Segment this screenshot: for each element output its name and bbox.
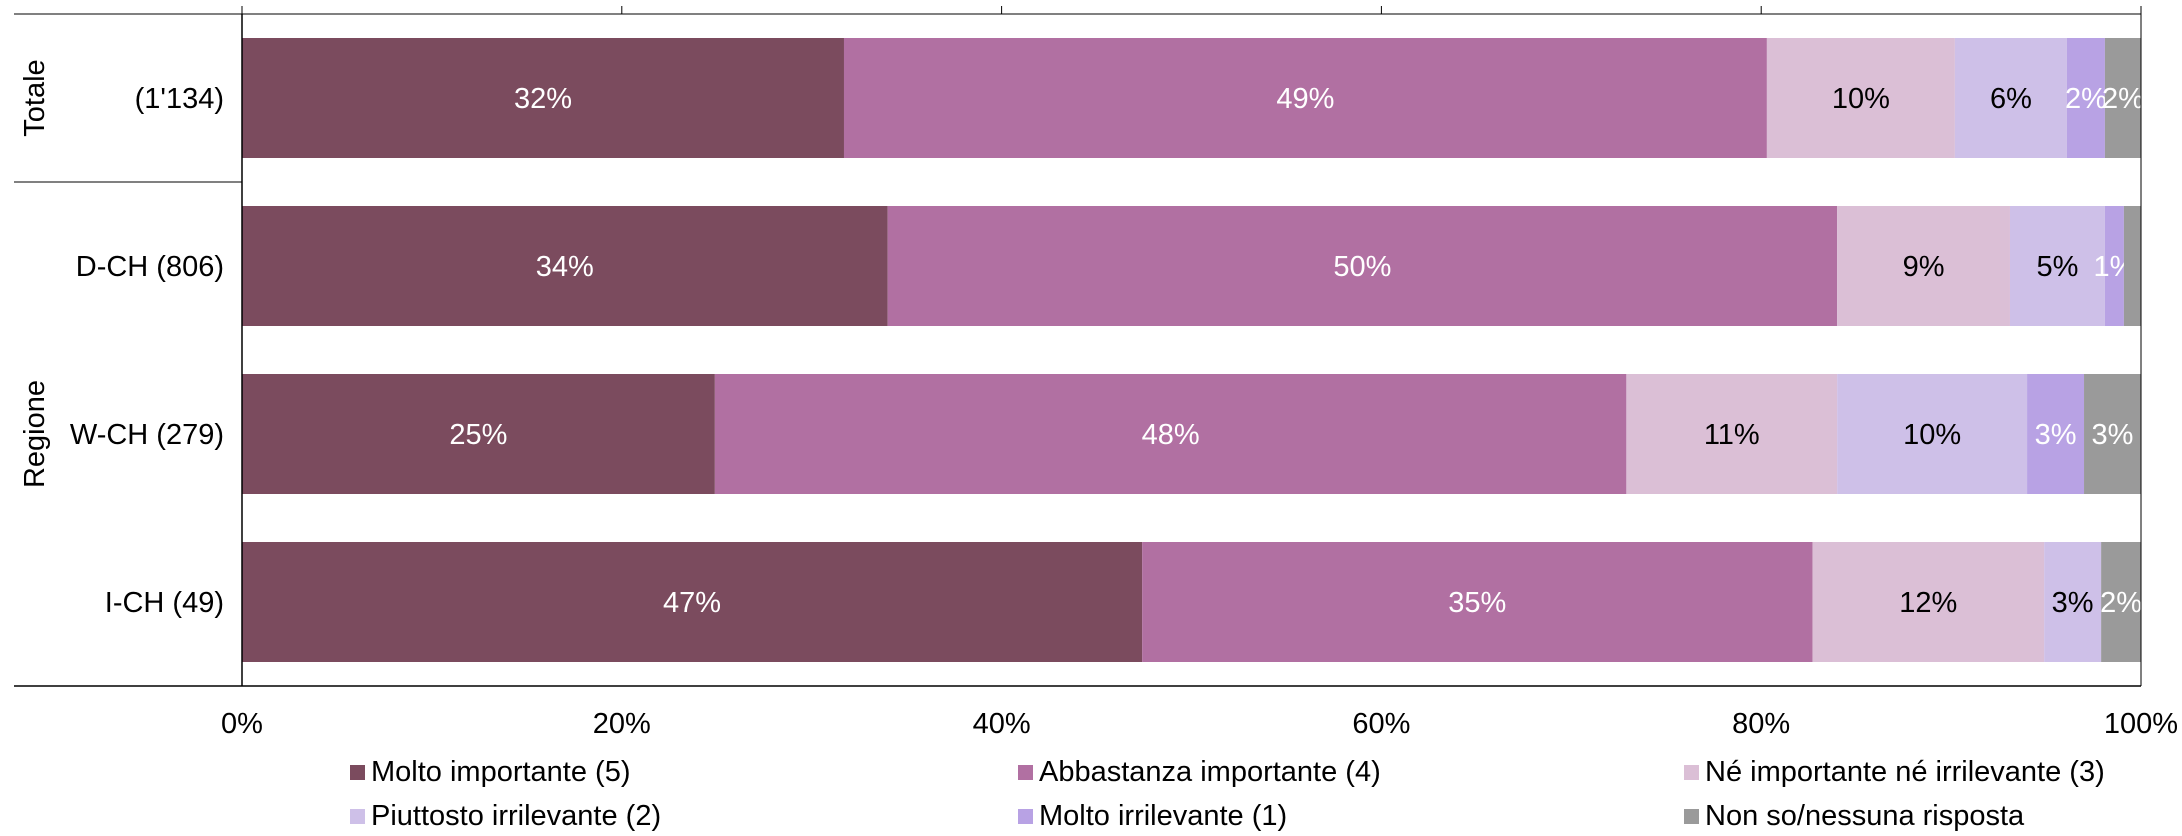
- data-label: 10%: [1832, 83, 1890, 115]
- data-label: 12%: [1899, 587, 1957, 619]
- x-tick-label: 40%: [973, 708, 1031, 740]
- bar-segment: [242, 542, 1143, 662]
- data-label: 25%: [449, 419, 507, 451]
- bar-segment: [2044, 542, 2102, 662]
- x-tick-label: 80%: [1732, 708, 1790, 740]
- data-label: 2%: [2102, 83, 2144, 115]
- bar-segment: [1837, 374, 2028, 494]
- category-label: I-CH (49): [105, 587, 224, 619]
- legend-item: Né importante né irrilevante (3): [1684, 752, 2105, 792]
- stacked-bar-chart: 32% 49% 10% 6% 2%2%(1'134)34% 50% 9% 5% 1%D-CH (…: [14, 6, 2178, 740]
- bar-segment: [1626, 374, 1838, 494]
- data-label: 11%: [1704, 419, 1760, 451]
- legend: Molto importante (5) Abbastanza important…: [350, 752, 2170, 832]
- bar-segment: [2104, 206, 2124, 326]
- data-label: 3%: [2035, 419, 2077, 451]
- legend-item: Piuttosto irrilevante (2): [350, 796, 661, 836]
- data-label: 6%: [1990, 83, 2032, 115]
- bar-segment: [2101, 542, 2141, 662]
- legend-item: Molto importante (5): [350, 752, 631, 792]
- x-tick-label: 60%: [1352, 708, 1410, 740]
- legend-item: Non so/nessuna risposta: [1684, 796, 2024, 836]
- category-label: W-CH (279): [70, 419, 224, 451]
- data-label: 2%: [2065, 83, 2107, 115]
- bar-segment: [2084, 374, 2141, 494]
- legend-swatch: [1018, 764, 1033, 780]
- x-tick-label: 100%: [2104, 708, 2178, 740]
- legend-label: Molto importante (5): [371, 755, 631, 788]
- x-tick-label: 0%: [221, 708, 263, 740]
- data-label: 49%: [1276, 83, 1334, 115]
- legend-label: Né importante né irrilevante (3): [1705, 755, 2105, 788]
- data-label: 48%: [1142, 419, 1200, 451]
- legend-item: Abbastanza importante (4): [1018, 752, 1381, 792]
- legend-swatch: [350, 764, 365, 780]
- bar-segment: [887, 206, 1838, 326]
- bar-segment: [1766, 38, 1955, 158]
- data-label: 10%: [1903, 419, 1961, 451]
- x-tick-label: 20%: [593, 708, 651, 740]
- bar-segment: [2009, 206, 2105, 326]
- category-label: D-CH (806): [76, 251, 224, 283]
- legend-item: Molto irrilevante (1): [1018, 796, 1287, 836]
- legend-swatch: [1684, 808, 1699, 824]
- legend-label: Abbastanza importante (4): [1039, 755, 1381, 788]
- data-label: 34%: [536, 251, 594, 283]
- bar-segment: [714, 374, 1627, 494]
- data-label: 2%: [2100, 587, 2142, 619]
- legend-label: Non so/nessuna risposta: [1705, 799, 2025, 832]
- legend-swatch: [1684, 764, 1699, 780]
- legend-swatch: [350, 808, 365, 824]
- group-label: Regione: [19, 380, 51, 488]
- legend-label: Molto irrilevante (1): [1039, 799, 1288, 832]
- data-label: 47%: [663, 587, 721, 619]
- bar-segment: [2066, 38, 2105, 158]
- bar-segment: [1954, 38, 2067, 158]
- bar-segment: [1812, 542, 2045, 662]
- group-label: Totale: [19, 59, 51, 136]
- data-label: 35%: [1448, 587, 1506, 619]
- data-label: 3%: [2052, 587, 2094, 619]
- data-label: 32%: [514, 83, 572, 115]
- bar-segment: [2027, 374, 2085, 494]
- bar-segment: [2123, 206, 2141, 326]
- bar-segment: [242, 38, 844, 158]
- data-label: 5%: [2036, 251, 2078, 283]
- bar-segment: [843, 38, 1767, 158]
- legend-label: Piuttosto irrilevante (2): [371, 799, 662, 832]
- category-label: (1'134): [135, 83, 224, 115]
- legend-swatch: [1018, 808, 1033, 824]
- data-label: 9%: [1903, 251, 1945, 283]
- bar-segment: [242, 374, 715, 494]
- data-label: 50%: [1333, 251, 1391, 283]
- data-label: 3%: [2092, 419, 2134, 451]
- bar-segment: [1837, 206, 2010, 326]
- bar-segment: [1142, 542, 1813, 662]
- bar-segment: [2104, 38, 2141, 158]
- bar-segment: [242, 206, 888, 326]
